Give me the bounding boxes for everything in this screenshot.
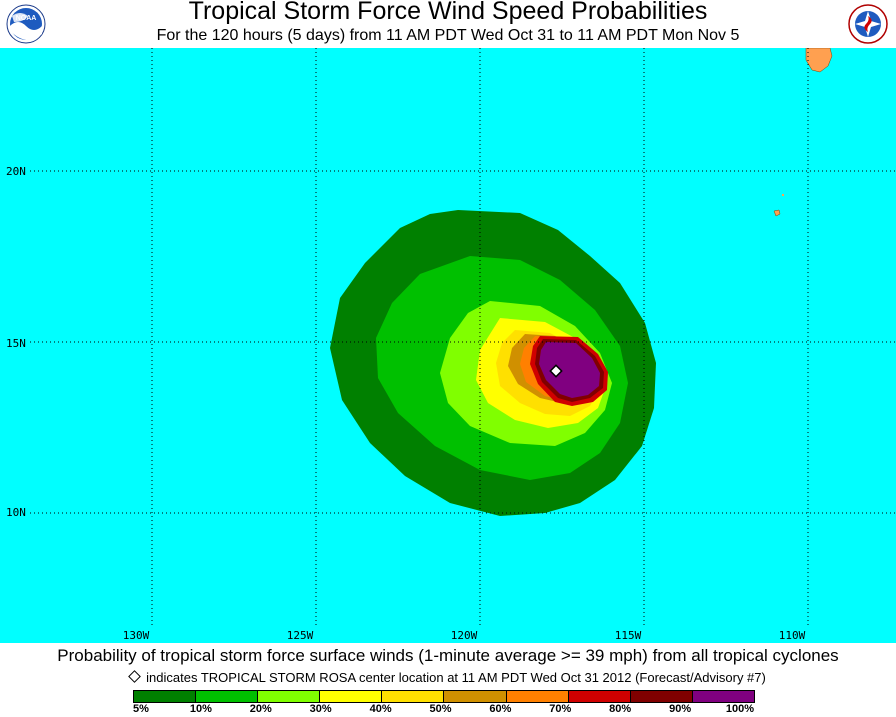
lon-label-125w: 125W <box>287 629 314 642</box>
legend-swatch <box>630 691 693 702</box>
map-caption: Probability of tropical storm force surf… <box>57 646 839 665</box>
mexico-landmass <box>805 47 833 73</box>
lon-label-130w: 130W <box>123 629 150 642</box>
noaa-logo-text: NOAA <box>16 15 37 22</box>
footer: Probability of tropical storm force surf… <box>0 643 896 716</box>
storm-center-note-text: indicates TROPICAL STORM ROSA center loc… <box>146 670 766 685</box>
contour-100pct <box>539 342 600 398</box>
legend-swatch <box>382 691 445 702</box>
storm-center-note: indicates TROPICAL STORM ROSA center loc… <box>0 670 896 685</box>
lat-lon-grid <box>30 48 896 625</box>
storm-center-diamond-icon <box>549 364 563 378</box>
legend-swatch <box>320 691 383 702</box>
legend-swatch <box>506 691 569 702</box>
legend-swatch <box>134 691 197 702</box>
legend-label: 10% <box>189 703 212 715</box>
legend-label: 60% <box>489 703 512 715</box>
longitude-labels: 130W 125W 120W 115W 110W <box>123 629 806 642</box>
lon-label-115w: 115W <box>615 629 642 642</box>
legend-label: 30% <box>309 703 332 715</box>
legend-swatch <box>444 691 507 702</box>
legend-label: 80% <box>609 703 632 715</box>
latitude-labels: 20N 15N 10N <box>6 165 26 519</box>
legend-label: 100% <box>725 703 755 715</box>
lat-label-15n: 15N <box>6 337 26 350</box>
probability-map: 20N 15N 10N 130W 125W 120W 115W 110W <box>0 47 896 643</box>
legend-swatch <box>692 691 754 702</box>
probability-legend <box>133 690 755 703</box>
legend-label: 20% <box>249 703 272 715</box>
legend-swatch <box>568 691 631 702</box>
legend-label: 50% <box>429 703 452 715</box>
lon-label-110w: 110W <box>779 629 806 642</box>
lat-label-20n: 20N <box>6 165 26 178</box>
page-subtitle: For the 120 hours (5 days) from 11 AM PD… <box>156 27 740 44</box>
legend-label: 5% <box>133 703 149 715</box>
island <box>773 209 781 217</box>
legend-swatch <box>258 691 321 702</box>
page-title: Tropical Storm Force Wind Speed Probabil… <box>188 0 708 25</box>
storm-center-legend-icon <box>128 670 142 683</box>
header: NOAA Tropical Storm Force Wind Speed Pro… <box>0 0 896 48</box>
probability-legend-labels: 5% 10% 20% 30% 40% 50% 60% 70% 80% 90% 100% <box>0 703 896 717</box>
legend-label: 40% <box>369 703 392 715</box>
lon-label-120w: 120W <box>451 629 478 642</box>
legend-swatch <box>196 691 259 702</box>
island <box>782 194 784 196</box>
noaa-logo-icon: NOAA <box>6 4 46 44</box>
legend-label: 90% <box>669 703 692 715</box>
legend-label: 70% <box>549 703 572 715</box>
nws-logo-icon <box>848 4 888 44</box>
lat-label-10n: 10N <box>6 506 26 519</box>
